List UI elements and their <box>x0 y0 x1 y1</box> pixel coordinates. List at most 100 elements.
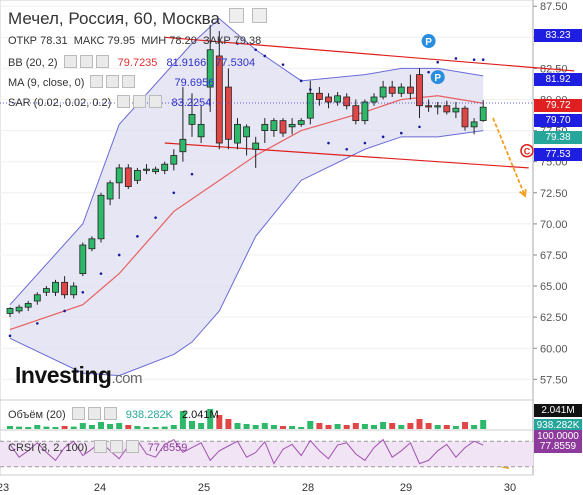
settings-box-icon[interactable] <box>228 8 244 23</box>
volume-bar <box>343 425 350 429</box>
candle-body <box>79 244 87 275</box>
candle-body <box>443 105 451 113</box>
projection-arrow-head <box>518 188 527 198</box>
close-icon[interactable] <box>95 55 109 68</box>
volume-bar <box>25 427 32 429</box>
candle-body <box>206 49 214 88</box>
sar-point <box>154 216 157 219</box>
volume-bar <box>462 422 468 429</box>
candle <box>206 24 214 112</box>
y-tick-label: 87.50 <box>540 1 568 13</box>
sar-point <box>263 54 267 58</box>
volume-bar <box>170 425 177 429</box>
candle <box>379 80 387 100</box>
price-tag: 81.92 <box>534 73 582 86</box>
candle <box>461 105 469 131</box>
candle-body <box>361 101 369 122</box>
volume-bar <box>152 427 159 429</box>
visibility-icon[interactable] <box>117 95 131 108</box>
volume-bar <box>380 422 387 429</box>
candle-body <box>24 303 32 308</box>
circle-marker <box>520 143 534 158</box>
gear-icon[interactable] <box>106 75 120 88</box>
candle <box>425 99 433 112</box>
indicator-ma[interactable]: MA (9, close, 0) 79.6956 <box>8 75 215 89</box>
volume-bar <box>116 423 123 429</box>
sar-point <box>63 309 66 313</box>
volume-bar <box>43 426 50 429</box>
sar-point <box>436 60 440 64</box>
candle <box>479 100 487 122</box>
candle <box>88 236 96 252</box>
candle-body <box>106 182 114 200</box>
low-value: 78.20 <box>169 35 197 47</box>
volume-tag: 2.041M <box>534 404 582 417</box>
candle-body <box>33 294 41 302</box>
trendline <box>164 36 575 72</box>
candle <box>15 304 23 314</box>
candle-body <box>52 281 59 293</box>
indicator-sar[interactable]: SAR (0.02, 0.02, 0.2) 83.2254 <box>8 95 212 109</box>
candle-body <box>234 123 241 144</box>
investing-logo: Investing.com <box>15 362 142 388</box>
y-tick-label: 57.50 <box>540 374 568 386</box>
gear-icon[interactable] <box>109 440 123 453</box>
visibility-icon[interactable] <box>93 440 107 453</box>
close-icon[interactable] <box>122 75 136 88</box>
indicator-bb[interactable]: BB (20, 2) 79.7235 81.9166 77.5304 <box>8 55 256 69</box>
volume-bar <box>425 423 432 429</box>
candle <box>224 68 232 150</box>
volume-bar <box>16 426 23 429</box>
visibility-icon[interactable] <box>90 75 104 88</box>
volume-legend[interactable]: Объём (20) 938.282K 2.041M <box>8 407 219 421</box>
candle-body <box>297 120 305 125</box>
candle-body <box>215 55 223 144</box>
high-value: 79.95 <box>107 35 136 47</box>
sar-point <box>172 191 176 195</box>
candle <box>97 192 105 243</box>
candle-body <box>288 123 296 128</box>
x-tick-label: 24 <box>94 482 106 494</box>
candle <box>70 282 78 299</box>
price-tag: 79.38 <box>534 131 582 144</box>
volume-bar <box>70 426 77 429</box>
crsi-legend[interactable]: CRSI (3, 2, 100) 77.8559 <box>8 440 188 454</box>
close-icon[interactable] <box>125 440 139 453</box>
pivot-label: P <box>434 73 441 84</box>
visibility-icon[interactable] <box>63 55 77 68</box>
volume-bar <box>125 425 132 429</box>
volume-bar <box>189 421 195 429</box>
close-icon[interactable] <box>149 95 163 108</box>
candle <box>306 80 314 125</box>
volume-bar <box>270 425 277 429</box>
candle <box>161 161 169 175</box>
gear-icon[interactable] <box>133 95 147 108</box>
candle-body <box>416 74 423 107</box>
sar-point <box>418 125 421 129</box>
volume-bar <box>407 423 414 429</box>
gear-icon[interactable] <box>252 8 268 23</box>
volume-bar <box>79 423 86 429</box>
candle <box>315 87 323 106</box>
candle <box>124 164 132 190</box>
volume-bar <box>7 426 13 429</box>
price-tag: 79.72 <box>534 99 582 112</box>
visibility-icon[interactable] <box>71 407 85 420</box>
candle-body <box>325 96 332 103</box>
candle-body <box>170 155 178 165</box>
volume-bar <box>34 425 41 429</box>
gear-icon[interactable] <box>79 55 93 68</box>
x-tick-label: 25 <box>198 482 210 494</box>
close-icon[interactable] <box>103 407 117 420</box>
x-tick-label: 23 <box>0 482 9 494</box>
price-tag: 83.23 <box>534 29 582 42</box>
sar-point <box>381 135 385 139</box>
candle <box>397 83 405 98</box>
candle <box>143 164 150 175</box>
gear-icon[interactable] <box>87 407 101 420</box>
candle-body <box>133 169 141 181</box>
pivot-circle <box>421 34 436 49</box>
candle-body <box>179 138 187 153</box>
ohlc-readout: ОТКР 78.31 МАКС 79.95 МИН 78.20 ЗАКР 79.… <box>8 35 262 47</box>
